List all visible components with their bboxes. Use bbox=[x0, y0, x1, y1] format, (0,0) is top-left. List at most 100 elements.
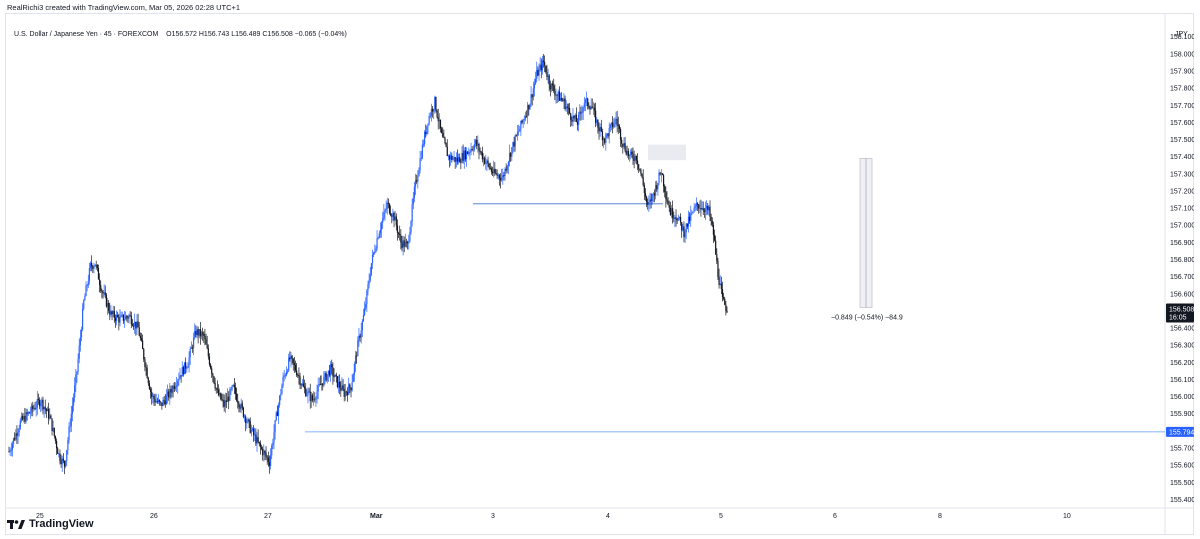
candle-body bbox=[328, 370, 331, 376]
candle-body bbox=[50, 415, 52, 419]
candle-body bbox=[413, 186, 416, 198]
candle-body bbox=[614, 119, 616, 125]
candle-body bbox=[140, 338, 143, 341]
currency-label[interactable]: JPY bbox=[1175, 31, 1188, 38]
candle-body bbox=[659, 172, 661, 175]
candle-body bbox=[431, 108, 434, 112]
candle-body bbox=[696, 203, 699, 205]
open-label: O bbox=[166, 31, 172, 38]
candle-body bbox=[544, 62, 546, 66]
candle-body bbox=[386, 202, 388, 209]
candle-body bbox=[542, 60, 545, 63]
symbol-title[interactable]: U.S. Dollar / Japanese Yen · 45 · FOREXC… bbox=[14, 31, 159, 38]
candle-body bbox=[100, 285, 102, 291]
candle-body bbox=[274, 420, 276, 433]
brand-logo[interactable]: TradingView bbox=[7, 518, 94, 530]
candle-body bbox=[75, 374, 77, 386]
candle-body bbox=[532, 88, 534, 98]
candle-body bbox=[113, 310, 115, 318]
candle-body bbox=[689, 216, 691, 221]
candle-body bbox=[307, 391, 309, 396]
candle-body bbox=[536, 69, 538, 79]
candle-body bbox=[682, 226, 684, 231]
candle-body bbox=[664, 186, 666, 193]
candle-body bbox=[66, 450, 68, 461]
candle-body bbox=[718, 276, 720, 285]
candle-body bbox=[142, 340, 144, 350]
candle-body bbox=[463, 150, 465, 161]
candle-body bbox=[275, 412, 277, 421]
candle-body bbox=[207, 348, 209, 357]
candle-body bbox=[248, 419, 250, 421]
candle-body bbox=[408, 241, 410, 244]
candlestick-chart[interactable]: 158.100 158.000 157.900 157.800 157.700 157.6… bbox=[5, 13, 1194, 535]
candle-body bbox=[290, 355, 292, 360]
candle-body bbox=[558, 91, 560, 101]
candle-body bbox=[246, 422, 248, 424]
candle-body bbox=[422, 144, 425, 146]
candle-body bbox=[361, 321, 363, 331]
candle-body bbox=[666, 199, 668, 201]
candle-body bbox=[561, 98, 563, 100]
candle-body bbox=[675, 217, 677, 220]
price-tick-label: 157.700 bbox=[1170, 103, 1194, 110]
candle-body bbox=[189, 348, 191, 358]
candle-body bbox=[444, 138, 446, 143]
high-value: 156.743 bbox=[203, 31, 230, 38]
candle-body bbox=[523, 119, 525, 120]
candle-body bbox=[537, 69, 539, 76]
candle-body bbox=[464, 150, 466, 160]
candle-body bbox=[657, 183, 659, 190]
candle-body bbox=[653, 193, 656, 196]
candle-body bbox=[365, 304, 367, 309]
candle-body bbox=[233, 384, 235, 388]
chart-frame[interactable]: 158.100 158.000 157.900 157.800 157.700 157.6… bbox=[5, 13, 1194, 535]
candle-body bbox=[388, 203, 391, 214]
candle-body bbox=[700, 208, 702, 210]
candle-body bbox=[465, 151, 468, 160]
candle-body bbox=[318, 384, 320, 385]
price-tick-label: 157.900 bbox=[1170, 68, 1194, 75]
candle-body bbox=[24, 415, 26, 422]
candle-body bbox=[635, 155, 638, 161]
candle-body bbox=[721, 289, 724, 298]
candle-body bbox=[420, 158, 422, 159]
candle-body bbox=[149, 389, 152, 392]
candle-body bbox=[341, 385, 343, 391]
candle-body bbox=[71, 405, 74, 414]
candle-body bbox=[115, 315, 118, 321]
candle-body bbox=[121, 314, 123, 316]
candle-body bbox=[412, 197, 414, 205]
candle-body bbox=[264, 451, 266, 453]
candle-body bbox=[185, 362, 187, 369]
candle-body bbox=[344, 391, 346, 397]
candle-body bbox=[612, 122, 614, 128]
horizontal-level-tag bbox=[1166, 426, 1194, 437]
candle-body bbox=[364, 308, 366, 315]
candle-body bbox=[216, 388, 218, 390]
candle-body bbox=[260, 447, 263, 450]
candle-body bbox=[383, 212, 385, 219]
candle-body bbox=[281, 385, 283, 395]
price-tick-label: 155.600 bbox=[1170, 463, 1194, 470]
candle-body bbox=[196, 329, 198, 335]
candle-body bbox=[467, 151, 469, 154]
candle-body bbox=[409, 232, 411, 242]
candle-body bbox=[462, 152, 464, 161]
candle-body bbox=[691, 212, 693, 214]
candle-body bbox=[568, 107, 571, 114]
candle-body bbox=[160, 401, 162, 403]
candle-body bbox=[535, 78, 537, 84]
candle-body bbox=[192, 337, 195, 349]
candle-body bbox=[454, 157, 456, 162]
candle-body bbox=[223, 400, 225, 407]
candle-body bbox=[446, 146, 448, 157]
candle-body bbox=[405, 241, 408, 243]
candle-body bbox=[665, 192, 667, 200]
candle-body bbox=[540, 64, 542, 71]
candle-body bbox=[623, 143, 625, 147]
candle-body bbox=[488, 163, 490, 168]
candle-body bbox=[556, 94, 558, 96]
candle-body bbox=[531, 94, 533, 98]
candle-body bbox=[496, 173, 498, 176]
